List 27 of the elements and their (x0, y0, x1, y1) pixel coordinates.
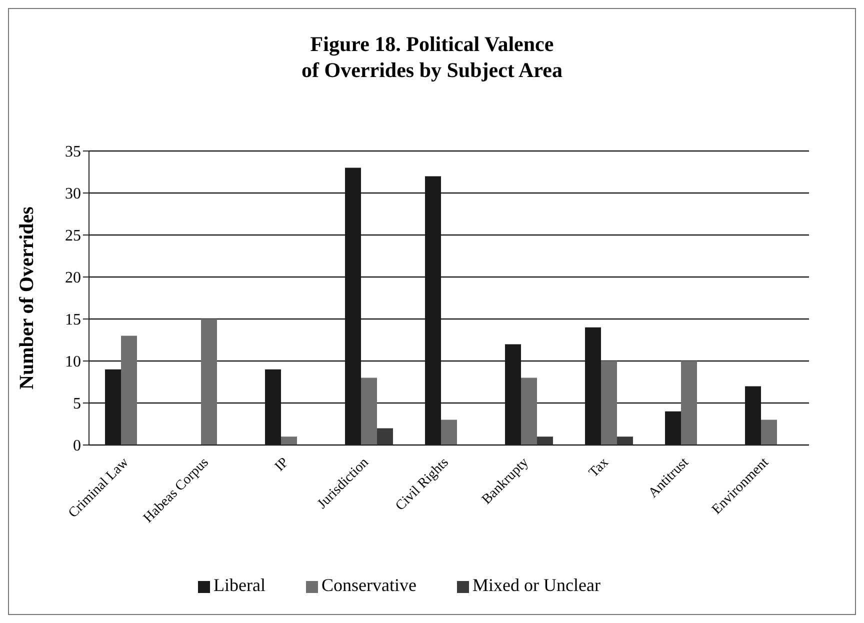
x-tick-label: Tax (586, 455, 612, 481)
bar (361, 378, 377, 445)
y-tick-label: 20 (65, 270, 81, 287)
y-tick-label: 5 (73, 396, 81, 413)
bar (601, 361, 617, 445)
y-tick-label: 35 (65, 144, 81, 161)
x-tick-label: IP (272, 455, 292, 475)
bar (281, 436, 297, 445)
y-tick-label: 10 (65, 354, 81, 371)
chart-title: Figure 18. Political Valence of Overrides by Subject Area (300, 31, 564, 83)
bar (617, 436, 633, 445)
y-tick-label: 15 (65, 312, 81, 329)
y-tick-label: 25 (65, 228, 81, 245)
legend-label: Conservative (322, 575, 416, 595)
bar (121, 336, 137, 445)
bar (681, 361, 697, 445)
bar (441, 420, 457, 445)
y-tick-label: 0 (73, 438, 81, 455)
bar (201, 319, 217, 445)
y-tick-label: 30 (65, 186, 81, 203)
bar (537, 436, 553, 445)
bar (377, 428, 393, 445)
legend-label: Liberal (214, 575, 266, 595)
bar (761, 420, 777, 445)
y-axis-title: Number of Overrides (16, 206, 38, 390)
legend-label: Mixed or Unclear (472, 575, 600, 595)
bar (521, 378, 537, 445)
